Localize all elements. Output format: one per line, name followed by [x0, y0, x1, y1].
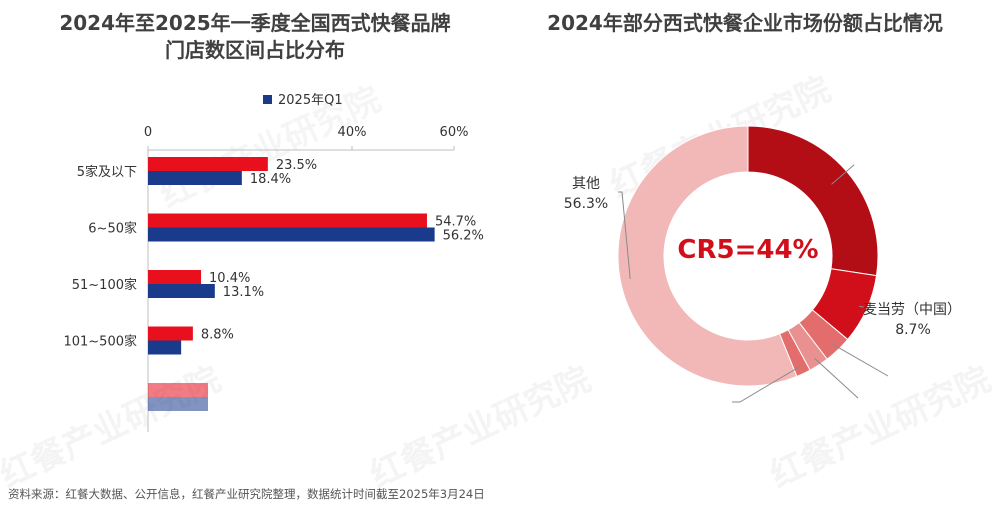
category-label: 6~50家 [88, 221, 137, 237]
donut-slices [617, 125, 879, 387]
x-tick-label: 0 [144, 125, 152, 140]
legend-swatch [263, 95, 272, 104]
category-label: 51~100家 [72, 277, 137, 293]
slice-name-label: 麦当劳（中国） [863, 302, 961, 318]
donut-slice [617, 125, 798, 387]
leader-line [732, 365, 801, 403]
bar [148, 270, 202, 284]
bar [148, 213, 427, 228]
slice-value-label: 8.7% [895, 322, 931, 338]
bar-category-labels: 5家及以下 6~50家 51~100家 101~500家 [63, 164, 137, 350]
bar-data-label: 13.1% [223, 285, 264, 300]
bar [148, 326, 193, 341]
left-chart-title-line2: 门店数区间占比分布 [165, 38, 345, 62]
x-tick-label: 40% [338, 125, 367, 140]
left-chart-title: 2024年至2025年一季度全国西式快餐品牌 门店数区间占比分布 [20, 10, 490, 64]
donut-chart: 麦当劳（中国） 8.7% 其他 56.3% CR5=44% [564, 125, 961, 403]
donut-slice [747, 125, 879, 277]
bar-data-label: 54.7% [435, 215, 476, 230]
bar-data-labels: 23.5%18.4% 54.7%56.2% 10.4%13.1% 8.8% [201, 158, 484, 343]
bar-data-label: 56.2% [443, 229, 484, 244]
bar-legend: 2025年Q1 [263, 93, 343, 108]
bar [148, 340, 182, 355]
bar [148, 171, 242, 185]
bar-data-label: 8.8% [201, 328, 234, 343]
bar-chart: 2025年Q1 0 40% 60% 5家及以下 6~50家 51~100家 101~500… [63, 93, 484, 432]
bar-data-label: 23.5% [276, 158, 317, 173]
donut-center-label: CR5=44% [677, 235, 818, 265]
x-tick-label: 60% [440, 125, 469, 140]
leader-line [832, 343, 889, 377]
bar-data-label: 18.4% [250, 172, 291, 187]
leader-line [831, 164, 855, 185]
source-footnote: 资料来源：红餐大数据、公开信息，红餐产业研究院整理，数据统计时间截至2025年3… [8, 487, 485, 501]
obscured-bar [148, 397, 208, 411]
category-label: 5家及以下 [77, 164, 137, 180]
bar [148, 157, 268, 171]
donut-labels: 麦当劳（中国） 8.7% 其他 56.3% [564, 176, 961, 338]
slice-value-label: 56.3% [564, 196, 608, 212]
right-chart-title: 2024年部分西式快餐企业市场份额占比情况 [547, 11, 943, 35]
left-chart-title-line1: 2024年至2025年一季度全国西式快餐品牌 [59, 11, 451, 35]
bar [148, 227, 435, 242]
bar-x-axis: 0 40% 60% [144, 125, 469, 432]
obscured-bar [148, 383, 208, 397]
leader-line [859, 305, 869, 309]
bar-data-label: 10.4% [209, 271, 250, 286]
category-label: 101~500家 [63, 334, 137, 350]
bar-marks [148, 157, 435, 411]
leader-line [814, 357, 859, 399]
leader-line [618, 191, 631, 280]
donut-leader-lines [618, 164, 889, 403]
legend-label: 2025年Q1 [278, 93, 343, 108]
bar [148, 284, 215, 298]
slice-name-label: 其他 [572, 176, 600, 192]
